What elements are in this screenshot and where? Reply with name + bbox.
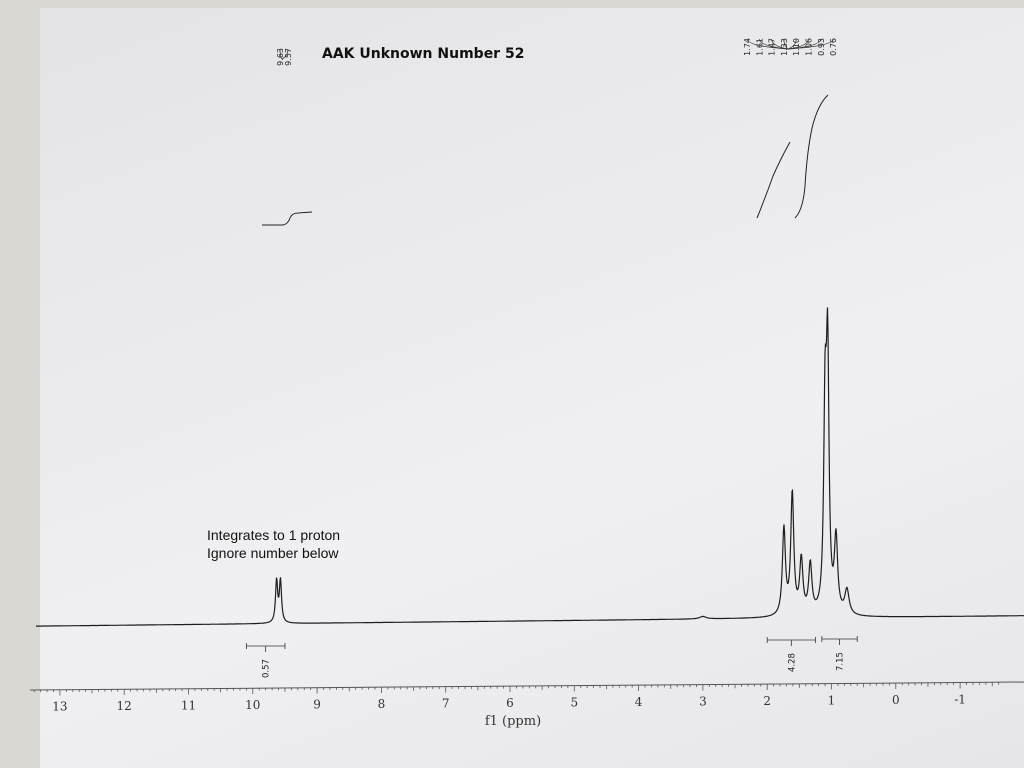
- integral-value: 7.15: [836, 652, 846, 671]
- x-axis-line: [29, 681, 1024, 691]
- x-tick-label: 0: [892, 693, 900, 707]
- peak-labels-left: 9.63 9.57: [276, 48, 293, 66]
- peak-label-connector: [281, 48, 289, 60]
- x-tick-label: 8: [378, 697, 386, 711]
- integral-value: 0.57: [262, 659, 272, 678]
- x-tick-label: 4: [635, 695, 643, 709]
- x-tick-label: 5: [570, 696, 578, 710]
- peak-label: 1.61: [755, 38, 764, 56]
- x-tick-label: 10: [245, 698, 260, 712]
- peak-label: 0.93: [817, 38, 826, 56]
- integral-curve-aldehyde: [262, 211, 313, 226]
- integral-curve-mid: [756, 141, 791, 219]
- peak-label: 9.63: [276, 48, 285, 66]
- peak-label: 0.76: [829, 38, 838, 56]
- peak-label-connector: [279, 48, 283, 60]
- x-tick-label: 3: [699, 695, 707, 709]
- x-tick-label: 9: [313, 698, 321, 712]
- annotation-note: Integrates to 1 proton Ignore number bel…: [207, 527, 340, 561]
- peak-label-connector: [783, 38, 789, 50]
- peak-label-connector: [787, 38, 834, 50]
- peak-label-connector: [771, 38, 789, 50]
- peak-label: 1.74: [743, 38, 752, 56]
- x-axis-ticks: [33, 682, 1000, 696]
- integral-bars: 0.57 4.28 7.15: [245, 636, 858, 678]
- peak-label: 1.10: [792, 38, 801, 56]
- x-tick-label: 6: [506, 696, 514, 710]
- x-tick-label: 13: [52, 700, 67, 714]
- annotation-line-1: Integrates to 1 proton: [207, 527, 340, 543]
- integral-curves: [262, 94, 829, 226]
- x-axis-tick-labels: 13 12 11 10 9 8 7 6 5 4 3 2 1 0 -1: [52, 693, 966, 714]
- peak-label: 1.47: [768, 38, 777, 56]
- x-tick-label: 7: [442, 697, 450, 711]
- peak-label: 1.33: [780, 38, 789, 56]
- integral-value: 4.28: [787, 653, 797, 672]
- x-axis-label: f1 (ppm): [485, 714, 541, 729]
- peak-label-connector: [758, 38, 789, 50]
- peak-label: 9.57: [284, 48, 293, 66]
- chart-title: AAK Unknown Number 52: [322, 46, 524, 62]
- x-tick-label: 2: [763, 694, 771, 708]
- x-tick-label: -1: [954, 693, 966, 707]
- spectrum-line: [36, 307, 1024, 627]
- peak-labels-right: 1.74 1.61 1.47 1.33 1.10 1.06 0.93 0.76: [743, 38, 838, 56]
- x-tick-label: 12: [117, 699, 132, 713]
- integral-curve-methyl: [794, 94, 829, 219]
- x-tick-label: 1: [828, 694, 836, 708]
- paper-sheet: [40, 8, 1024, 768]
- x-tick-label: 11: [181, 699, 196, 713]
- annotation-line-2: Ignore number below: [207, 545, 339, 561]
